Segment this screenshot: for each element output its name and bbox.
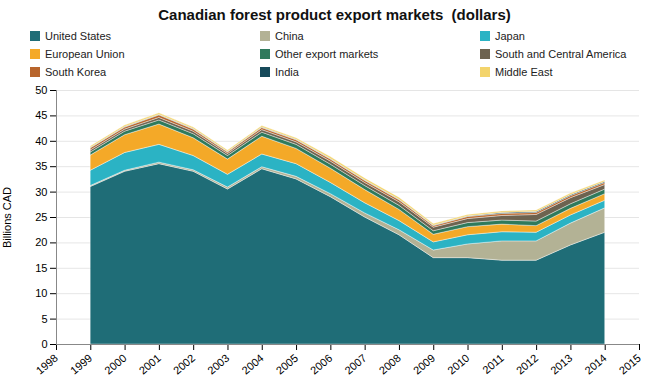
svg-text:35: 35 bbox=[35, 160, 47, 172]
svg-text:30: 30 bbox=[35, 186, 47, 198]
svg-text:2008: 2008 bbox=[377, 352, 403, 377]
svg-text:2004: 2004 bbox=[239, 352, 265, 377]
svg-text:1999: 1999 bbox=[68, 352, 94, 377]
html-text:China: China bbox=[275, 30, 304, 42]
svg-text:2012: 2012 bbox=[514, 352, 540, 377]
html-text:European Union: European Union bbox=[45, 48, 125, 60]
svg-text:2010: 2010 bbox=[445, 352, 471, 377]
svg-text:2015: 2015 bbox=[617, 352, 643, 377]
svg-text:20: 20 bbox=[35, 236, 47, 248]
html-text:Japan: Japan bbox=[495, 30, 525, 42]
svg-text:25: 25 bbox=[35, 211, 47, 223]
html-text:India: India bbox=[275, 66, 299, 78]
svg-text:2007: 2007 bbox=[342, 352, 368, 377]
svg-text:2001: 2001 bbox=[136, 352, 162, 377]
svg-text:Billions CAD: Billions CAD bbox=[1, 187, 13, 248]
svg-text:50: 50 bbox=[35, 84, 47, 96]
svg-text:2013: 2013 bbox=[548, 352, 574, 377]
svg-text:0: 0 bbox=[41, 338, 47, 350]
svg-text:2000: 2000 bbox=[102, 352, 128, 377]
html-text:Other export markets: Other export markets bbox=[275, 48, 379, 60]
svg-text:15: 15 bbox=[35, 262, 47, 274]
html-text:United States: United States bbox=[45, 30, 111, 42]
html-text:South Korea: South Korea bbox=[45, 66, 107, 78]
svg-text:5: 5 bbox=[41, 313, 47, 325]
svg-text:1998: 1998 bbox=[34, 352, 60, 377]
svg-text:40: 40 bbox=[35, 135, 47, 147]
svg-text:2011: 2011 bbox=[480, 352, 506, 376]
svg-text:10: 10 bbox=[35, 287, 47, 299]
html-text:Middle East: Middle East bbox=[495, 66, 553, 78]
html-text:Canadian forest product export: Canadian forest product export markets (… bbox=[158, 6, 511, 23]
svg-text:2009: 2009 bbox=[411, 352, 437, 377]
svg-text:2003: 2003 bbox=[205, 352, 231, 377]
svg-text:2005: 2005 bbox=[274, 352, 300, 377]
svg-text:45: 45 bbox=[35, 109, 47, 121]
svg-text:2014: 2014 bbox=[582, 352, 608, 377]
html-text:South and Central America: South and Central America bbox=[495, 48, 627, 60]
svg-text:2002: 2002 bbox=[171, 352, 197, 377]
svg-text:2006: 2006 bbox=[308, 352, 334, 377]
